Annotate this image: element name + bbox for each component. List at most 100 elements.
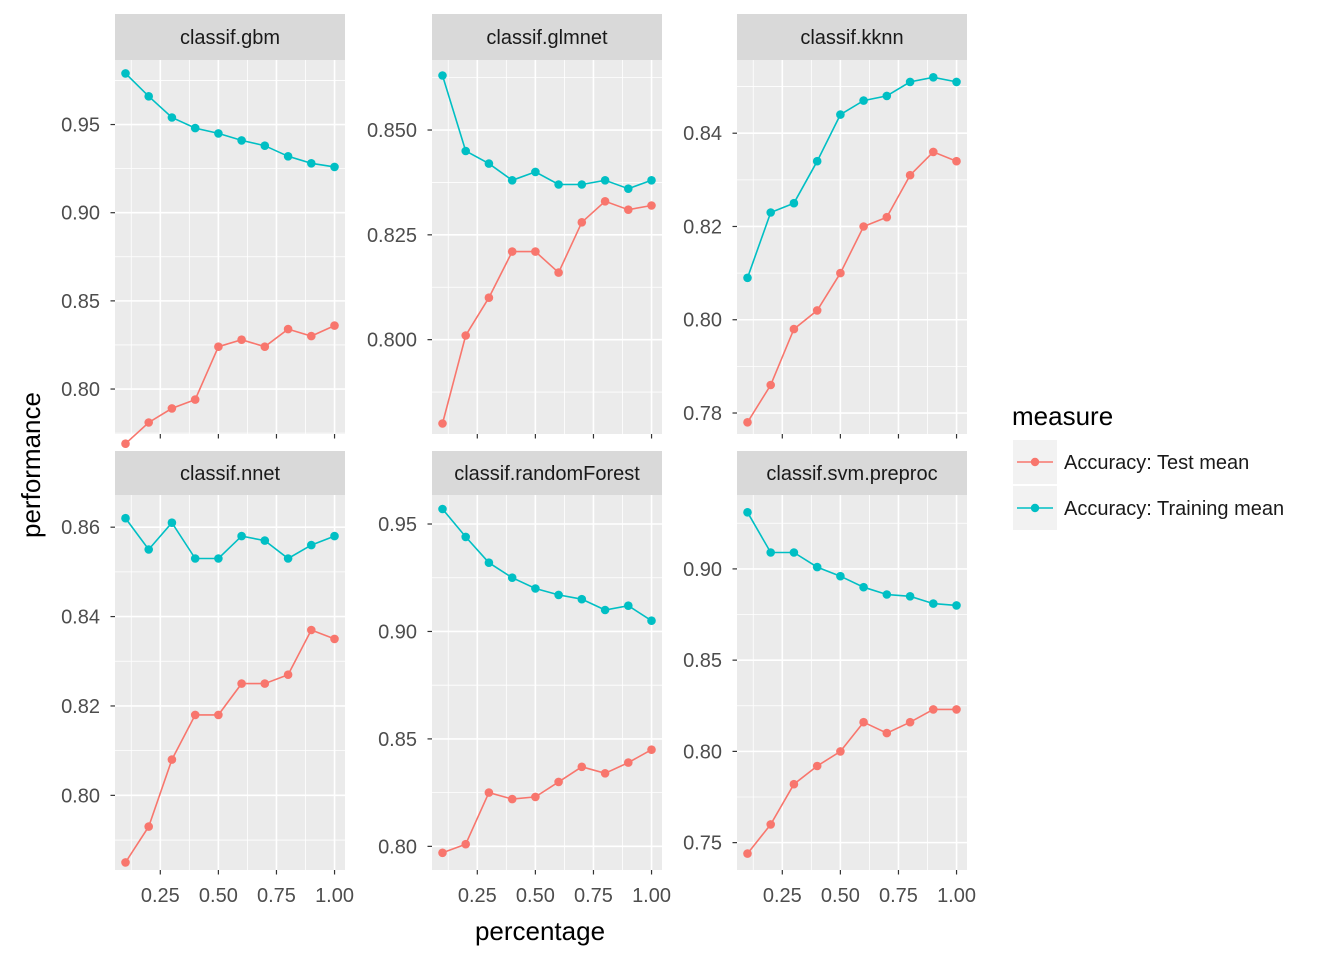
data-point-test [190, 710, 200, 720]
data-point-test [952, 156, 961, 166]
legend-key-test-point [1030, 457, 1040, 467]
data-point-train [531, 584, 540, 593]
x-tick-label: 0.25 [763, 885, 802, 907]
data-point-test [121, 858, 130, 867]
data-point-test [859, 222, 868, 231]
facet-strip-title: classif.svm.preproc [766, 463, 937, 485]
data-point-train [882, 590, 892, 599]
data-point-train [144, 545, 153, 554]
data-point-test [531, 247, 540, 256]
data-point-train [789, 198, 799, 208]
data-point-train [647, 616, 656, 625]
data-point-train [647, 176, 656, 185]
x-tick-label: 0.25 [141, 885, 180, 907]
series-line-test [124, 628, 335, 863]
facet-strip [737, 451, 967, 495]
data-point-train [577, 594, 587, 604]
data-point-test [461, 839, 471, 849]
data-point-train [237, 136, 246, 145]
panel-classif-svm-preproc: classif.svm.preproc 0.25 0.50 0.75 1.00 0.75 0… [683, 451, 976, 907]
data-point-train [766, 548, 775, 557]
y-tick-label: 0.75 [683, 833, 722, 855]
facet-strip [737, 14, 967, 60]
data-point-train [237, 531, 246, 541]
data-point-train [283, 152, 293, 161]
series-line-test [746, 708, 957, 855]
data-point-test [237, 335, 246, 345]
data-point-test [283, 324, 293, 334]
data-point-test [484, 293, 494, 303]
y-tick-label: 0.95 [378, 514, 417, 536]
data-point-test [789, 779, 799, 789]
y-tick-label: 0.800 [367, 330, 417, 352]
series-line-train [746, 76, 957, 279]
data-point-test [461, 331, 471, 340]
y-tick-label: 0.80 [61, 379, 100, 401]
data-point-test [531, 792, 540, 802]
panel-background [432, 495, 662, 870]
legend: measure Accuracy: Test mean Accuracy: Tr… [1012, 401, 1284, 530]
data-point-train [438, 504, 447, 514]
y-tick-label: 0.95 [61, 115, 100, 137]
data-point-train [600, 605, 610, 615]
y-tick-label: 0.78 [683, 403, 722, 425]
data-point-test [905, 717, 915, 727]
data-point-test [507, 247, 517, 256]
panel-background [432, 60, 662, 434]
data-point-test [121, 439, 130, 449]
data-point-train [859, 96, 868, 105]
data-point-train [600, 176, 610, 185]
data-point-test [307, 331, 316, 341]
panel-classif-randomForest: classif.randomForest 0.25 0.50 0.75 1.00 0.80… [378, 451, 671, 907]
data-point-test [167, 404, 177, 413]
data-point-train [836, 571, 845, 581]
data-point-test [859, 717, 868, 727]
series-line-test [442, 749, 652, 854]
y-tick-label: 0.850 [367, 120, 417, 142]
data-point-test [484, 788, 494, 797]
data-point-train [121, 513, 130, 523]
series-line-train [124, 517, 335, 560]
data-point-train [167, 518, 177, 527]
data-point-test [214, 710, 223, 720]
data-point-train [330, 531, 339, 541]
data-point-test [283, 670, 293, 679]
x-tick-label: 0.50 [821, 885, 860, 907]
data-point-test [577, 762, 587, 772]
data-point-train [859, 582, 868, 592]
data-point-train [882, 91, 892, 101]
data-point-train [330, 162, 339, 172]
data-point-test [438, 848, 447, 858]
data-point-train [577, 180, 587, 189]
data-point-train [190, 123, 200, 133]
data-point-train [438, 71, 447, 80]
data-point-test [743, 418, 752, 427]
data-point-train [214, 554, 223, 563]
data-point-test [507, 794, 517, 804]
data-point-test [812, 306, 822, 315]
data-point-train [952, 77, 961, 87]
data-point-test [952, 705, 961, 714]
x-tick-label: 1.00 [315, 885, 354, 907]
data-point-test [836, 268, 845, 278]
series-line-train [441, 75, 652, 190]
y-tick-label: 0.85 [61, 291, 100, 313]
data-point-train [766, 208, 775, 217]
data-point-train [461, 146, 471, 156]
data-point-train [812, 562, 822, 572]
legend-label-train: Accuracy: Training mean [1064, 498, 1284, 520]
panel-classif-glmnet: classif.glmnet 0.800 0.825 0.850 [367, 14, 662, 439]
data-point-test [214, 342, 223, 352]
data-point-test [438, 419, 447, 428]
data-point-test [882, 728, 892, 738]
data-point-train [531, 167, 540, 177]
data-point-train [307, 540, 316, 550]
x-tick-label: 0.75 [574, 885, 613, 907]
facet-strip-title: classif.randomForest [454, 463, 640, 485]
x-tick-label: 0.50 [516, 885, 555, 907]
data-point-test [260, 679, 270, 688]
panel-background [115, 60, 345, 434]
facet-strip-title: classif.nnet [180, 463, 280, 485]
data-point-test [624, 205, 633, 214]
